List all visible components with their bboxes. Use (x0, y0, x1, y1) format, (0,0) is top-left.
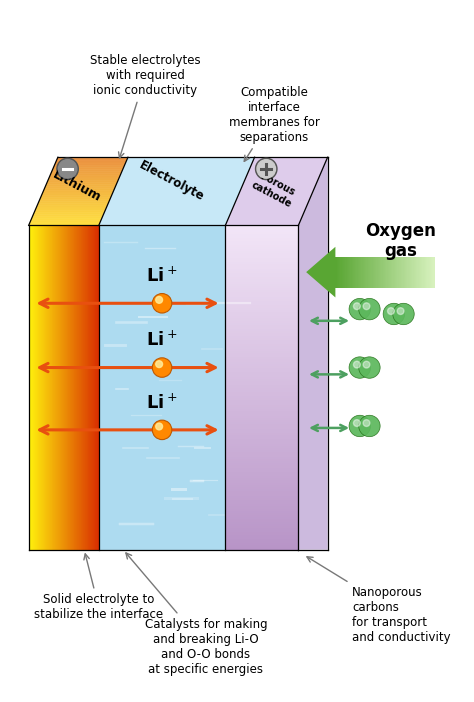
Circle shape (152, 358, 172, 377)
Circle shape (156, 423, 163, 430)
Circle shape (388, 307, 394, 314)
Text: Oxygen
gas: Oxygen gas (365, 222, 436, 260)
Text: Lithium: Lithium (50, 168, 103, 204)
Text: Nanoporous
carbons
for transport
and conductivity: Nanoporous carbons for transport and con… (307, 557, 451, 644)
Circle shape (354, 362, 360, 368)
Circle shape (257, 159, 275, 178)
Circle shape (383, 303, 405, 325)
Polygon shape (225, 157, 328, 225)
Circle shape (393, 303, 414, 325)
Text: Li$^+$: Li$^+$ (146, 393, 178, 412)
Text: Compatible
interface
membranes for
separations: Compatible interface membranes for separ… (228, 86, 319, 161)
Circle shape (255, 158, 277, 180)
Text: Porous
cathode: Porous cathode (250, 169, 299, 209)
Circle shape (58, 159, 77, 178)
Circle shape (354, 303, 360, 310)
Polygon shape (299, 157, 328, 550)
Circle shape (359, 357, 380, 378)
Circle shape (397, 307, 404, 314)
Circle shape (152, 420, 172, 439)
Polygon shape (306, 247, 336, 298)
Text: Solid electrolyte to
stabilize the interface: Solid electrolyte to stabilize the inter… (34, 554, 164, 621)
Circle shape (349, 298, 371, 320)
Circle shape (57, 158, 78, 180)
Circle shape (363, 420, 370, 427)
Text: Stable electrolytes
with required
ionic conductivity: Stable electrolytes with required ionic … (90, 54, 201, 158)
Text: Li$^+$: Li$^+$ (146, 266, 178, 286)
Circle shape (359, 298, 380, 320)
Circle shape (363, 362, 370, 368)
Circle shape (363, 303, 370, 310)
Circle shape (359, 416, 380, 437)
Polygon shape (99, 157, 255, 225)
Circle shape (354, 420, 360, 427)
Text: Electrolyte: Electrolyte (137, 159, 207, 204)
Text: Catalysts for making
and breaking Li-O
and O-O bonds
at specific energies: Catalysts for making and breaking Li-O a… (126, 553, 267, 676)
Circle shape (349, 416, 371, 437)
Circle shape (349, 357, 371, 378)
Circle shape (152, 293, 172, 313)
Text: Li$^+$: Li$^+$ (146, 331, 178, 350)
Circle shape (156, 361, 163, 368)
Circle shape (156, 296, 163, 303)
